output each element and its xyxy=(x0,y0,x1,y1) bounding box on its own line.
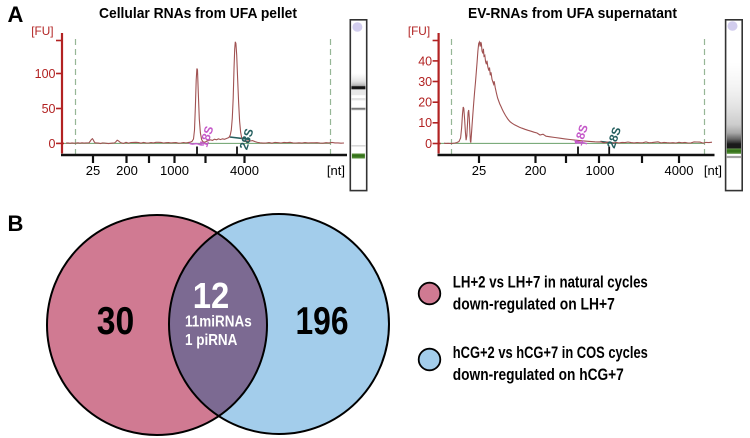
svg-text:30: 30 xyxy=(418,75,432,89)
svg-text:18S: 18S xyxy=(197,124,217,149)
svg-text:25: 25 xyxy=(472,163,486,178)
svg-text:18S: 18S xyxy=(571,123,591,148)
svg-text:[nt]: [nt] xyxy=(327,163,345,178)
svg-text:40: 40 xyxy=(418,54,432,68)
svg-text:50: 50 xyxy=(42,102,56,116)
svg-text:1000: 1000 xyxy=(586,163,615,178)
svg-text:200: 200 xyxy=(525,163,547,178)
svg-text:4000: 4000 xyxy=(230,163,259,178)
svg-text:11miRNAs: 11miRNAs xyxy=(185,314,252,331)
svg-text:0: 0 xyxy=(425,137,432,151)
svg-text:30: 30 xyxy=(97,300,135,343)
svg-text:28S: 28S xyxy=(237,127,257,152)
svg-text:196: 196 xyxy=(296,300,349,343)
svg-text:25: 25 xyxy=(86,163,100,178)
svg-text:100: 100 xyxy=(35,67,56,81)
svg-text:4000: 4000 xyxy=(665,163,694,178)
svg-text:A: A xyxy=(8,2,24,27)
svg-text:[nt]: [nt] xyxy=(704,163,722,178)
svg-text:[FU]: [FU] xyxy=(31,24,53,38)
svg-text:hCG+2 vs hCG+7 in COS cycles: hCG+2 vs hCG+7 in COS cycles xyxy=(453,344,648,362)
svg-text:[FU]: [FU] xyxy=(408,24,430,38)
svg-text:28S: 28S xyxy=(604,125,624,150)
svg-text:12: 12 xyxy=(193,275,230,316)
svg-text:Cellular RNAs from UFA pellet: Cellular RNAs from UFA pellet xyxy=(99,5,297,22)
svg-text:LH+2 vs LH+7 in natural cycles: LH+2 vs LH+7 in natural cycles xyxy=(453,274,648,292)
svg-text:1000: 1000 xyxy=(160,163,189,178)
svg-text:10: 10 xyxy=(418,116,432,130)
svg-text:200: 200 xyxy=(116,163,138,178)
svg-text:1 piRNA: 1 piRNA xyxy=(185,332,237,349)
svg-text:down-regulated on hCG+7: down-regulated on hCG+7 xyxy=(453,366,624,384)
svg-text:0: 0 xyxy=(49,137,56,151)
svg-text:20: 20 xyxy=(418,96,432,110)
svg-text:EV-RNAs from UFA supernatant: EV-RNAs from UFA supernatant xyxy=(468,5,677,22)
svg-text:B: B xyxy=(8,211,24,236)
svg-text:down-regulated on LH+7: down-regulated on LH+7 xyxy=(453,296,615,314)
